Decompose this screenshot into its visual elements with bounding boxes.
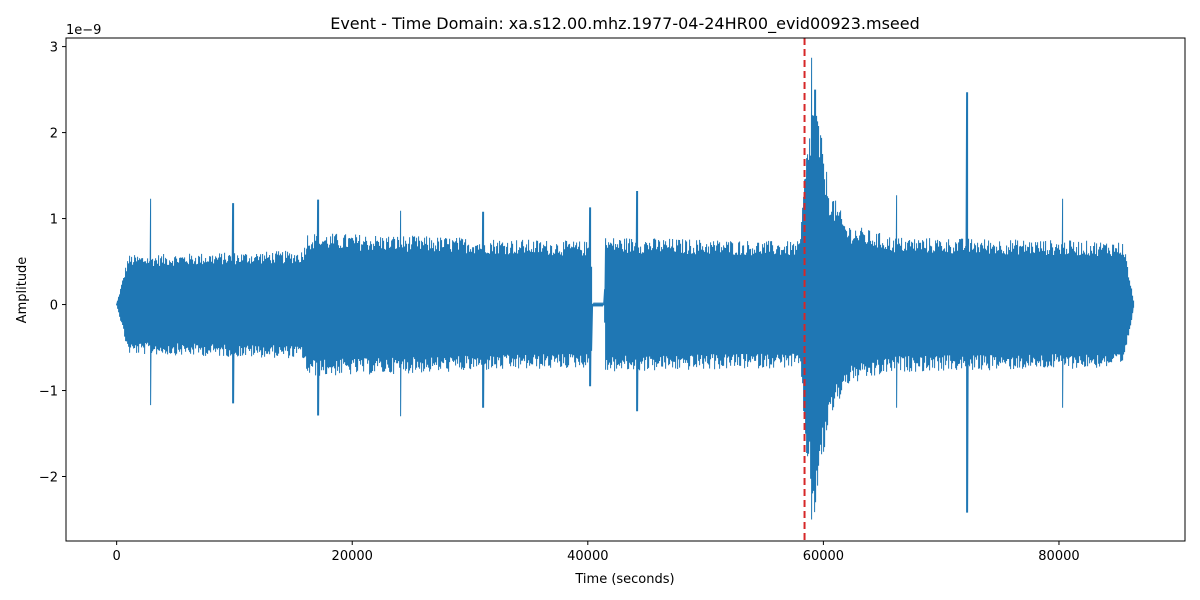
- y-offset-text: 1e−9: [66, 23, 101, 38]
- y-tick-label: −2: [39, 471, 58, 486]
- x-tick-label: 40000: [567, 549, 608, 564]
- y-axis-ticks: −2 −1 0 1 2 3: [39, 41, 66, 486]
- x-axis-ticks: 0 20000 40000 60000 80000: [113, 541, 1080, 564]
- y-tick-label: 3: [50, 41, 58, 56]
- y-axis-label: Amplitude: [15, 257, 30, 324]
- y-tick-label: 2: [50, 127, 58, 142]
- y-tick-label: −1: [39, 385, 58, 400]
- y-tick-label: 0: [50, 299, 58, 314]
- axes-frame: [65, 37, 1186, 542]
- x-tick-label: 60000: [803, 549, 844, 564]
- x-tick-label: 0: [113, 549, 121, 564]
- signal-series-line: [116, 57, 1135, 520]
- x-axis-label: Time (seconds): [574, 572, 674, 587]
- chart-title: Event - Time Domain: xa.s12.00.mhz.1977-…: [330, 14, 920, 34]
- x-tick-label: 20000: [332, 549, 373, 564]
- y-tick-label: 1: [50, 213, 58, 228]
- plot-area: [116, 38, 1135, 541]
- x-tick-label: 80000: [1038, 549, 1079, 564]
